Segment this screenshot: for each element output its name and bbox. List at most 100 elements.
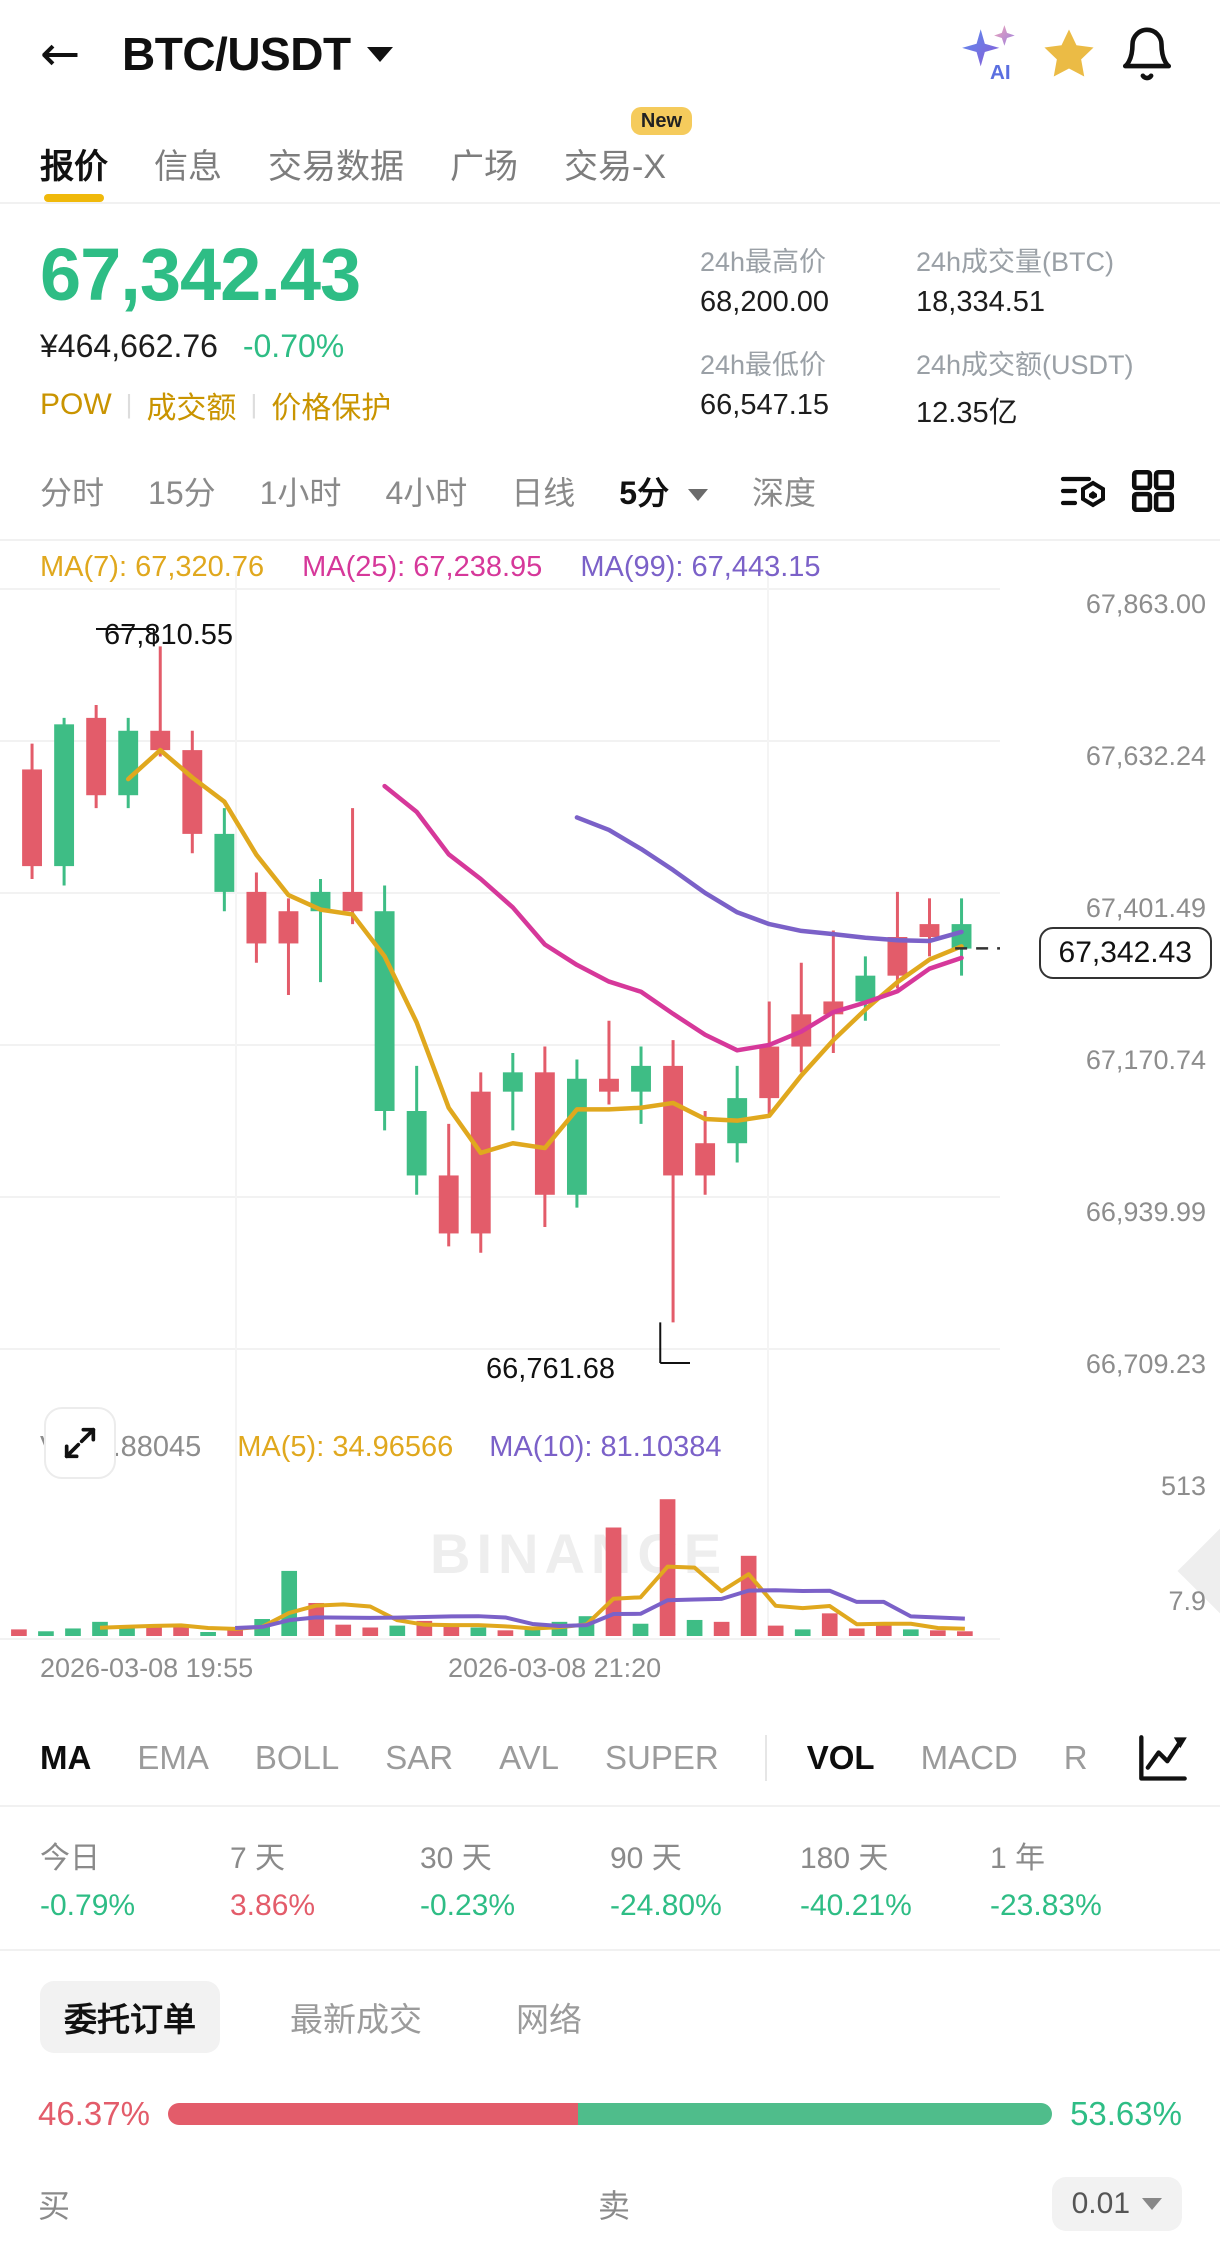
- period-30d-value: -0.23%: [420, 1888, 516, 1922]
- price-tick-1: 67,632.24: [1085, 740, 1206, 771]
- vol-ma5-name: MA(5):: [237, 1430, 325, 1463]
- period-today-label: 今日: [40, 1841, 100, 1875]
- ma7-legend: MA(7): 67,320.76: [40, 550, 265, 583]
- ma-legend: MA(7): 67,320.76 MA(25): 67,238.95 MA(99…: [40, 551, 821, 584]
- change-percent: -0.70%: [242, 327, 345, 364]
- indicator-rsi[interactable]: R: [1063, 1738, 1088, 1776]
- chevron-down-icon: [1142, 2197, 1162, 2210]
- price-step-value: 0.01: [1071, 2186, 1130, 2220]
- tab-square-label: 广场: [450, 148, 518, 186]
- indicator-ema[interactable]: EMA: [137, 1738, 209, 1776]
- timeframe-minute[interactable]: 分时: [40, 474, 105, 511]
- tab-trade-x[interactable]: 交易-X New: [564, 107, 692, 202]
- stat-turnover-usdt: 24h成交额(USDT) 12.35亿: [916, 349, 1180, 431]
- new-badge: New: [630, 107, 692, 135]
- ratio-bar-buy: [167, 2102, 578, 2125]
- price-step-selector[interactable]: 0.01: [1051, 2176, 1182, 2231]
- indicator-ma[interactable]: MA: [40, 1738, 92, 1776]
- period-change-row: 今日 -0.79% 7 天 3.86% 30 天 -0.23% 90 天 -24…: [0, 1807, 1220, 1951]
- period-180d: 180 天 -40.21%: [800, 1833, 990, 1923]
- ma7-value: 67,320.76: [135, 550, 265, 583]
- period-7d-value: 3.86%: [230, 1888, 316, 1922]
- period-7d-label: 7 天: [230, 1841, 286, 1875]
- ma7-name: MA(7): [40, 550, 119, 583]
- period-1y-value: -23.83%: [990, 1888, 1102, 1922]
- chevron-down-icon[interactable]: [687, 489, 708, 502]
- volume-legend: Vol: 7.88045 MA(5): 34.96566 MA(10): 81.…: [40, 1431, 721, 1464]
- price-tick-2: 67,401.49: [1085, 892, 1206, 923]
- ma25-name: MA(25): [302, 550, 398, 583]
- stat-high-value: 68,200.00: [700, 285, 830, 318]
- price-tick-0: 67,863.00: [1085, 588, 1206, 619]
- indicator-boll[interactable]: BOLL: [254, 1738, 340, 1776]
- volume-axis-top: 513: [1160, 1470, 1206, 1501]
- indicator-sar[interactable]: SAR: [385, 1738, 454, 1776]
- tab-quote[interactable]: 报价: [40, 139, 108, 202]
- tab-square[interactable]: 广场: [450, 139, 518, 202]
- tag-price-protection[interactable]: 价格保护: [271, 391, 392, 425]
- period-30d: 30 天 -0.23%: [420, 1833, 610, 1923]
- vol-ma5-value: 34.96566: [332, 1430, 454, 1463]
- vol-ma10-entry: MA(10): 81.10384: [489, 1431, 721, 1464]
- ai-sparkle-icon[interactable]: AI: [952, 15, 1030, 93]
- order-tab-network[interactable]: 网络: [516, 2000, 582, 2038]
- app-header: ← BTC/USDT AI: [0, 0, 1220, 108]
- timeframe-1d[interactable]: 日线: [511, 474, 576, 511]
- bell-icon[interactable]: [1108, 15, 1186, 93]
- tab-quote-label: 报价: [40, 148, 108, 186]
- indicator-super[interactable]: SUPER: [605, 1738, 719, 1776]
- price-tick-3: 67,170.74: [1085, 1044, 1206, 1075]
- order-book-sell-label: 卖: [598, 2187, 631, 2224]
- order-tab-orders[interactable]: 委托订单: [40, 1980, 220, 2053]
- stat-high-label: 24h最高价: [700, 247, 827, 277]
- buy-ratio-percent: 46.37%: [38, 2094, 150, 2132]
- chart-area[interactable]: MA(7): 67,320.76 MA(25): 67,238.95 MA(99…: [0, 541, 1220, 1711]
- star-icon[interactable]: [1030, 15, 1108, 93]
- period-1y: 1 年 -23.83%: [990, 1833, 1180, 1923]
- timeframe-bar: 分时 15分 1小时 4小时 日线 5分 深度: [0, 441, 1220, 541]
- stat-volume-btc-value: 18,334.51: [916, 285, 1046, 318]
- indicator-vol[interactable]: VOL: [806, 1738, 875, 1776]
- tag-pow[interactable]: POW: [40, 387, 112, 421]
- indicator-macd[interactable]: MACD: [920, 1738, 1018, 1776]
- tab-trade-data[interactable]: 交易数据: [268, 139, 404, 202]
- tag-turnover[interactable]: 成交额: [146, 391, 237, 425]
- timeframe-4h[interactable]: 4小时: [385, 474, 468, 511]
- ratio-bar-sell: [577, 2102, 1053, 2125]
- tab-info[interactable]: 信息: [154, 139, 222, 202]
- timeframe-15m[interactable]: 15分: [148, 474, 216, 511]
- period-today: 今日 -0.79%: [40, 1833, 230, 1923]
- stat-volume-btc-label: 24h成交量(BTC): [916, 247, 1115, 277]
- timeframe-depth[interactable]: 深度: [751, 474, 816, 511]
- period-30d-label: 30 天: [420, 1841, 492, 1875]
- chart-settings-icon[interactable]: [1048, 463, 1118, 519]
- time-tick-1: 2026-03-08 21:20: [448, 1652, 662, 1683]
- ma99-value: 67,443.15: [691, 550, 821, 583]
- period-90d: 90 天 -24.80%: [610, 1833, 800, 1923]
- volume-axis-bottom: 7.9: [1168, 1585, 1206, 1616]
- order-tab-trades[interactable]: 最新成交: [290, 2000, 422, 2038]
- ma99-legend: MA(99): 67,443.15: [580, 550, 821, 583]
- stat-high: 24h最高价 68,200.00: [700, 246, 890, 319]
- timeframe-5m[interactable]: 5分: [619, 468, 708, 514]
- timeframe-1h[interactable]: 1小时: [259, 474, 342, 511]
- vol-ma10-name: MA(10):: [489, 1430, 593, 1463]
- stat-low-label: 24h最低价: [700, 349, 827, 380]
- order-book-buy-label: 买: [38, 2187, 71, 2224]
- vol-ma10-value: 81.10384: [600, 1430, 722, 1463]
- period-90d-label: 90 天: [610, 1841, 682, 1875]
- stats-grid: 24h最高价 68,200.00 24h成交量(BTC) 18,334.51 2…: [700, 246, 1180, 431]
- candlestick-svg: [0, 570, 1000, 1640]
- indicator-avl[interactable]: AVL: [499, 1738, 560, 1776]
- page-title[interactable]: BTC/USDT: [122, 28, 351, 80]
- sell-ratio-percent: 53.63%: [1070, 2094, 1182, 2132]
- stat-volume-btc: 24h成交量(BTC) 18,334.51: [916, 246, 1180, 319]
- fullscreen-expand-icon[interactable]: [44, 1406, 116, 1479]
- grid-layout-icon[interactable]: [1118, 463, 1188, 519]
- chevron-down-icon[interactable]: [366, 46, 393, 62]
- ma25-legend: MA(25): 67,238.95: [302, 550, 543, 583]
- line-chart-icon[interactable]: [1130, 1726, 1196, 1791]
- back-arrow-icon[interactable]: ←: [40, 26, 81, 82]
- period-180d-value: -40.21%: [800, 1888, 912, 1922]
